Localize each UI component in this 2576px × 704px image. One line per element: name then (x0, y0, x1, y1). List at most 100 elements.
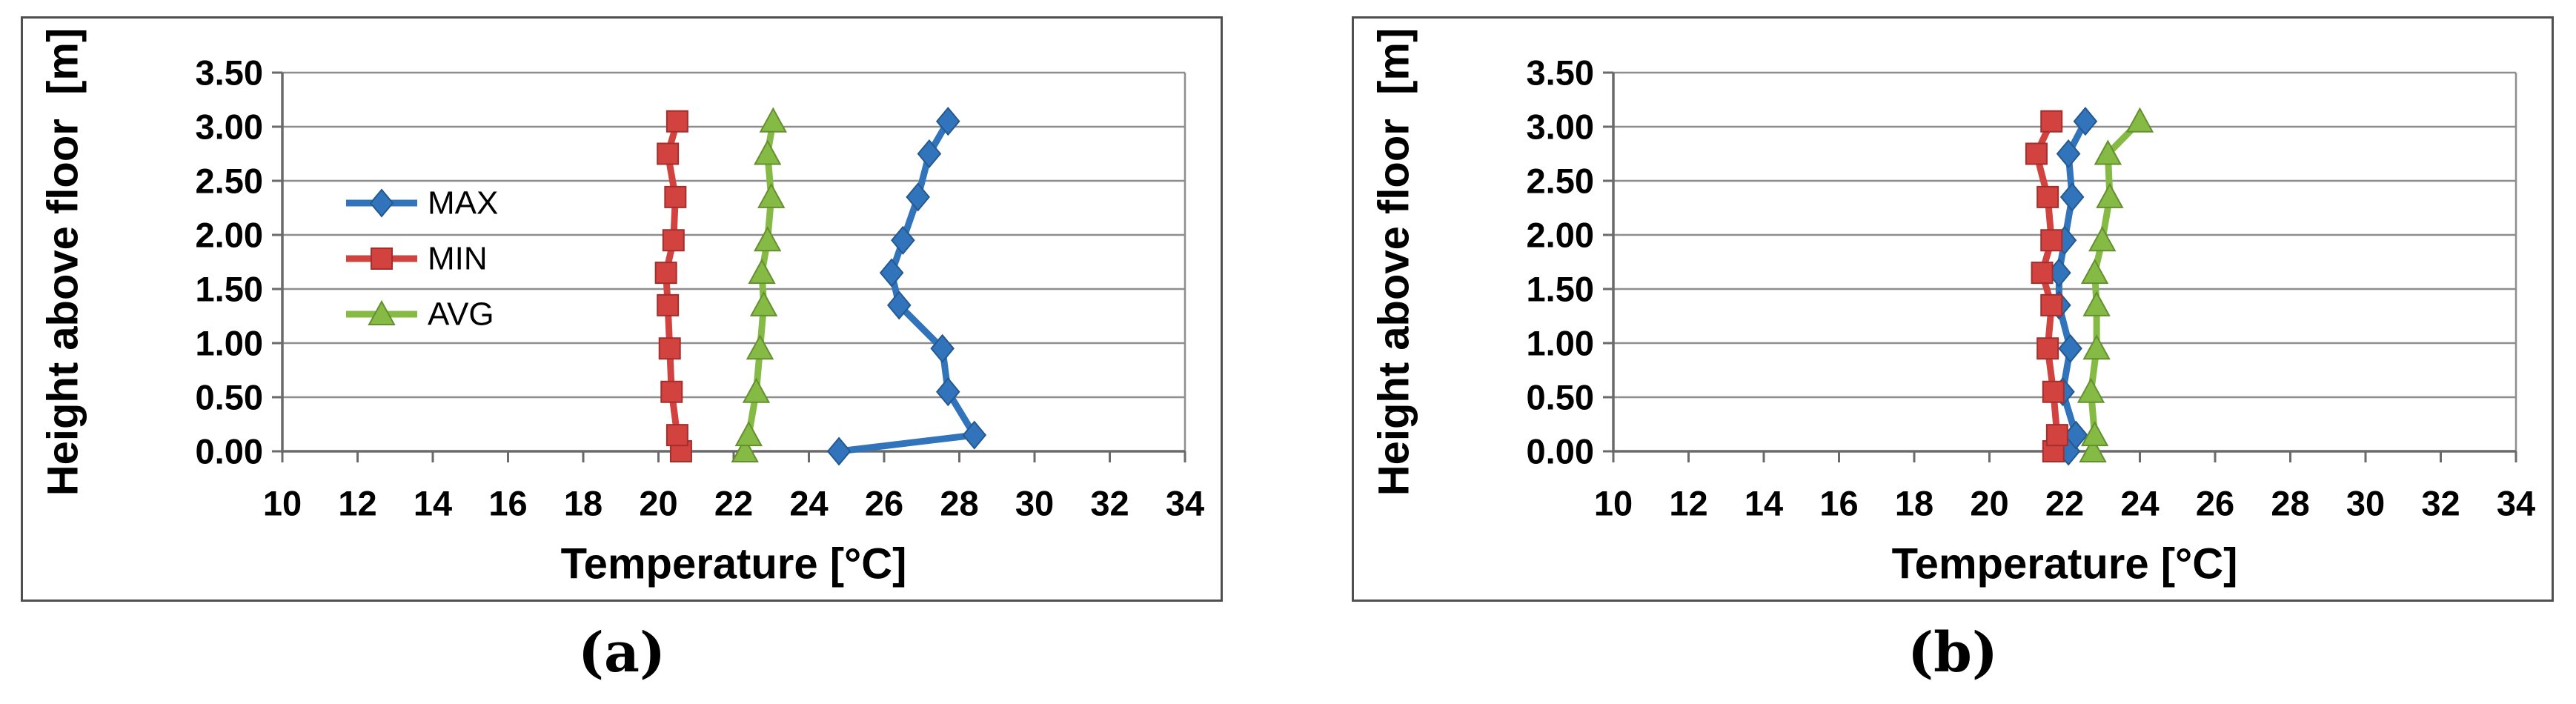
legend-item-min: MIN (346, 241, 488, 277)
tick-labels: 0.00 0.50 1.00 1.50 2.00 2.50 3.00 3.50 10 12 14 16… (1527, 53, 2536, 523)
legend-item-max: MAX (346, 185, 498, 222)
series-MAX-marker (886, 290, 912, 320)
x-tick-label: 14 (414, 484, 452, 523)
series-AVG-marker (2096, 182, 2124, 208)
y-tick-label: 3.00 (1527, 107, 1594, 147)
series-MIN-marker (2045, 424, 2068, 447)
y-tick-label: 1.00 (1527, 324, 1594, 363)
y-tick-label: 0.00 (1527, 432, 1594, 471)
y-tick-label: 1.00 (196, 324, 263, 363)
y-tick-label: 2.50 (196, 162, 263, 201)
series-AVG-marker (2082, 290, 2111, 316)
series-AVG (731, 107, 787, 462)
series-MAX-marker (935, 107, 960, 136)
x-axis-title: Temperature [°C] (561, 540, 907, 588)
series-AVG-marker (749, 290, 778, 316)
series-MAX-marker (2059, 182, 2085, 212)
x-tick-label: 28 (940, 484, 978, 523)
series-MIN-marker (662, 229, 685, 252)
x-tick-label: 16 (1819, 484, 1858, 523)
series-MAX-marker (2058, 333, 2082, 363)
series-MAX-marker (826, 436, 852, 466)
series-AVG-marker (2077, 377, 2105, 403)
y-tick-label: 0.50 (196, 378, 263, 417)
series-MAX-marker (2063, 420, 2088, 450)
x-tick-label: 24 (2120, 484, 2159, 523)
series-MIN (654, 110, 692, 462)
series-AVG-marker (2079, 436, 2107, 462)
series-AVG-marker (2080, 421, 2109, 447)
x-tick-label: 14 (1745, 484, 1783, 523)
series-MAX-marker (917, 139, 942, 169)
x-tick-label: 10 (1594, 484, 1633, 523)
y-tick-label: 3.00 (196, 107, 263, 147)
gridlines (282, 71, 1186, 451)
series-MAX-line (2055, 118, 2089, 455)
x-tick-label: 22 (714, 484, 753, 523)
y-axis-title: Height above floor [m] (1370, 28, 1418, 497)
x-tick-label: 30 (2346, 484, 2385, 523)
y-tick-label: 3.50 (196, 53, 263, 93)
x-tick-label: 34 (2497, 484, 2535, 523)
legend-marker-avg (368, 299, 396, 325)
series-MIN-marker (657, 293, 680, 316)
panel-a: 0.00 0.50 1.00 1.50 2.00 2.50 3.00 3.50 10 12 14 16… (21, 16, 1223, 602)
x-tick-label: 34 (1166, 484, 1204, 523)
series-MAX-marker (935, 377, 960, 407)
series-MIN-marker (2042, 380, 2065, 403)
series-MAX-line (835, 118, 978, 455)
y-tick-label: 1.50 (196, 270, 263, 309)
y-axis-title: Height above floor [m] (39, 28, 87, 497)
x-tick-label: 32 (1090, 484, 1129, 523)
y-tick-label: 2.00 (196, 216, 263, 255)
series-MIN-marker (657, 142, 680, 165)
series-AVG-marker (2125, 107, 2154, 133)
series-MAX (826, 107, 987, 466)
series-MIN-line (663, 118, 685, 455)
x-tick-label: 12 (1669, 484, 1707, 523)
y-tick-label: 2.00 (1527, 216, 1594, 255)
x-tick-label: 10 (263, 484, 302, 523)
x-tick-label: 20 (639, 484, 677, 523)
series-MIN-marker (665, 110, 688, 133)
y-tick-label: 0.00 (196, 432, 263, 471)
series-AVG-marker (2094, 139, 2122, 165)
series-AVG-marker (753, 226, 782, 252)
series-AVG-marker (748, 259, 776, 285)
series-MIN-marker (2040, 229, 2063, 252)
series-AVG-line (2088, 118, 2143, 455)
y-tick-label: 2.50 (1527, 162, 1594, 201)
x-tick-label: 26 (865, 484, 903, 523)
panel-b: 0.00 0.50 1.00 1.50 2.00 2.50 3.00 3.50 10 12 14 16… (1352, 16, 2554, 602)
legend-item-avg: AVG (346, 296, 494, 333)
series-MAX-marker (2056, 139, 2081, 169)
series-MIN-marker (2031, 262, 2054, 285)
x-tick-label: 24 (789, 484, 828, 523)
series-AVG-marker (2088, 226, 2117, 252)
legend-marker-min (371, 248, 393, 270)
legend-label-max: MAX (428, 185, 498, 222)
series-MIN-marker (2036, 185, 2059, 208)
x-tick-label: 22 (2045, 484, 2084, 523)
series-MAX-marker (930, 333, 955, 363)
tick-labels: 0.00 0.50 1.00 1.50 2.00 2.50 3.00 3.50 10 12 14 16… (196, 53, 1205, 523)
y-tick-label: 3.50 (1527, 53, 1594, 93)
y-tick-label: 0.50 (1527, 378, 1594, 417)
series-AVG-marker (2082, 334, 2111, 360)
y-tick-label: 1.50 (1527, 270, 1594, 309)
legend-label-avg: AVG (428, 296, 494, 333)
series-MIN-marker (2036, 337, 2059, 360)
series-AVG-marker (759, 107, 787, 133)
x-tick-label: 32 (2421, 484, 2460, 523)
series-MIN-marker (2025, 142, 2048, 165)
series-MAX-marker (2073, 107, 2098, 136)
series-AVG-line (741, 118, 777, 455)
x-tick-label: 28 (2271, 484, 2309, 523)
series-MIN-marker (2040, 110, 2063, 133)
series-MIN-marker (2040, 293, 2063, 316)
caption-a: (a) (578, 621, 665, 685)
caption-b: (b) (1908, 621, 1998, 685)
x-tick-label: 18 (564, 484, 602, 523)
x-tick-label: 20 (1970, 484, 2008, 523)
